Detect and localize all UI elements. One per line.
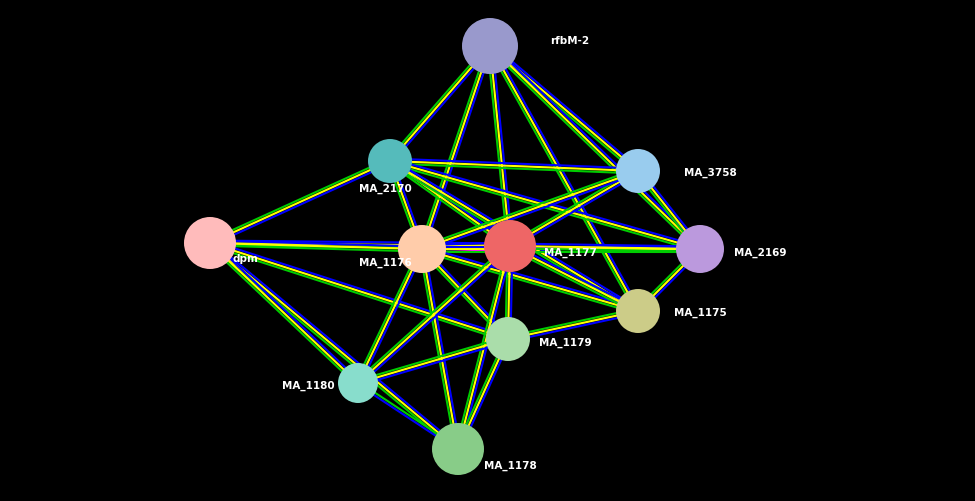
Circle shape (184, 217, 236, 269)
Text: dpm: dpm (232, 254, 258, 264)
Circle shape (486, 317, 530, 361)
Text: MA_1177: MA_1177 (544, 248, 597, 258)
Circle shape (398, 225, 446, 273)
Circle shape (338, 363, 378, 403)
Circle shape (616, 289, 660, 333)
Text: MA_1176: MA_1176 (359, 258, 411, 268)
Circle shape (462, 18, 518, 74)
Circle shape (432, 423, 484, 475)
Circle shape (484, 220, 536, 272)
Text: MA_1175: MA_1175 (674, 308, 726, 318)
Circle shape (676, 225, 724, 273)
Text: MA_2169: MA_2169 (734, 248, 786, 258)
Text: MA_1180: MA_1180 (282, 381, 334, 391)
Text: MA_1179: MA_1179 (538, 338, 591, 348)
Text: rfbM-2: rfbM-2 (551, 36, 590, 46)
Circle shape (368, 139, 412, 183)
Text: MA_3758: MA_3758 (683, 168, 736, 178)
Text: MA_1178: MA_1178 (484, 461, 536, 471)
Text: MA_2170: MA_2170 (359, 184, 411, 194)
Circle shape (616, 149, 660, 193)
